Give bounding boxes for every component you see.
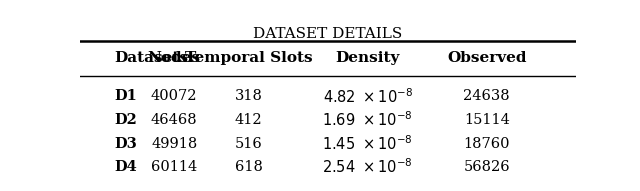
Text: Observed: Observed	[447, 51, 527, 65]
Text: D1: D1	[115, 89, 138, 104]
Text: 60114: 60114	[151, 160, 197, 174]
Text: Density: Density	[335, 51, 400, 65]
Text: 318: 318	[235, 89, 262, 104]
Text: $1.69\ \times10^{-8}$: $1.69\ \times10^{-8}$	[323, 111, 413, 129]
Text: 412: 412	[235, 113, 262, 127]
Text: Nodes: Nodes	[148, 51, 201, 65]
Text: DATASET DETAILS: DATASET DETAILS	[253, 27, 403, 41]
Text: 15114: 15114	[464, 113, 509, 127]
Text: 49918: 49918	[151, 137, 197, 151]
Text: $4.82\ \times10^{-8}$: $4.82\ \times10^{-8}$	[323, 87, 413, 106]
Text: 18760: 18760	[463, 137, 510, 151]
Text: 56826: 56826	[463, 160, 510, 174]
Text: 24638: 24638	[463, 89, 510, 104]
Text: 516: 516	[235, 137, 262, 151]
Text: 46468: 46468	[151, 113, 198, 127]
Text: Temporal Slots: Temporal Slots	[185, 51, 312, 65]
Text: 618: 618	[235, 160, 262, 174]
Text: D4: D4	[115, 160, 138, 174]
Text: D2: D2	[115, 113, 138, 127]
Text: D3: D3	[115, 137, 138, 151]
Text: 40072: 40072	[151, 89, 198, 104]
Text: Datasets: Datasets	[115, 51, 189, 65]
Text: $2.54\ \times10^{-8}$: $2.54\ \times10^{-8}$	[323, 158, 413, 176]
Text: $1.45\ \times10^{-8}$: $1.45\ \times10^{-8}$	[323, 134, 413, 153]
